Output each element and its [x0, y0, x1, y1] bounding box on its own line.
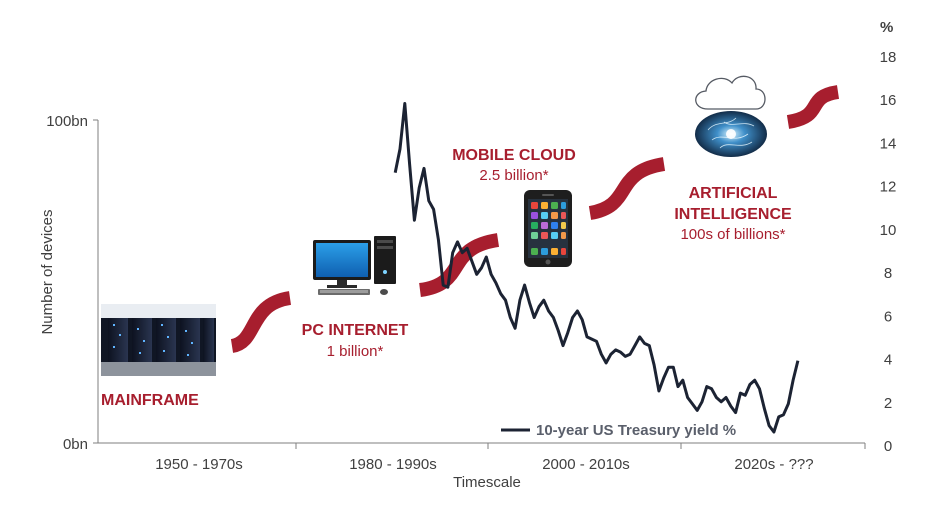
pc-internet-count: 1 billion* [327, 343, 384, 360]
x-category-label: 2020s - ??? [734, 456, 813, 473]
mobile-cloud-count: 2.5 billion* [479, 167, 548, 184]
y-right-tick-label: 2 [884, 395, 892, 412]
server-room-photo [101, 304, 216, 376]
x-category-label: 1950 - 1970s [155, 456, 243, 473]
connector-pc-mobile [418, 233, 500, 297]
y-axis-title: Number of devices [39, 209, 56, 334]
y-right-tick-label: 10 [880, 222, 897, 239]
x-category-label: 1980 - 1990s [349, 456, 437, 473]
yield-line [393, 102, 800, 434]
y-left-tick-label: 0bn [63, 436, 88, 453]
y-right-unit: % [880, 19, 893, 36]
y-right-tick-label: 6 [884, 308, 892, 325]
mainframe-label: MAINFRAME [101, 392, 199, 409]
connector-mainframe-pc [230, 291, 292, 353]
connector-mobile-ai [588, 157, 666, 220]
x-category-label: 2000 - 2010s [542, 456, 630, 473]
desktop-pc-icon [313, 236, 396, 295]
y-right-tick-label: 14 [880, 135, 897, 152]
y-right-tick-label: 8 [884, 265, 892, 282]
cloud-icon [695, 75, 766, 110]
y-left-tick-label: 100bn [46, 113, 88, 130]
legend-label: 10-year US Treasury yield % [536, 422, 736, 439]
y-right-tick-labels: 18 16 14 12 10 8 6 4 2 0 [880, 49, 897, 455]
y-right-tick-label: 12 [880, 179, 897, 196]
ai-label-line1: ARTIFICIAL [689, 185, 778, 202]
era-connectors [230, 85, 840, 353]
y-right-tick-label: 16 [880, 92, 897, 109]
ai-brain-photo [695, 111, 767, 157]
pc-internet-label: PC INTERNET [302, 322, 409, 339]
smartphone-icon [524, 190, 572, 267]
yield-series [393, 102, 800, 434]
ai-label-line2: INTELLIGENCE [674, 206, 792, 223]
y-right-tick-label: 0 [884, 438, 892, 455]
y-right-tick-label: 4 [884, 352, 892, 369]
connector-ai-future [786, 85, 840, 129]
x-axis-title: Timescale [453, 474, 521, 491]
mobile-cloud-label: MOBILE CLOUD [452, 147, 576, 164]
legend: 10-year US Treasury yield % [501, 422, 736, 439]
ai-count: 100s of billions* [680, 226, 785, 243]
y-right-tick-label: 18 [880, 49, 897, 66]
